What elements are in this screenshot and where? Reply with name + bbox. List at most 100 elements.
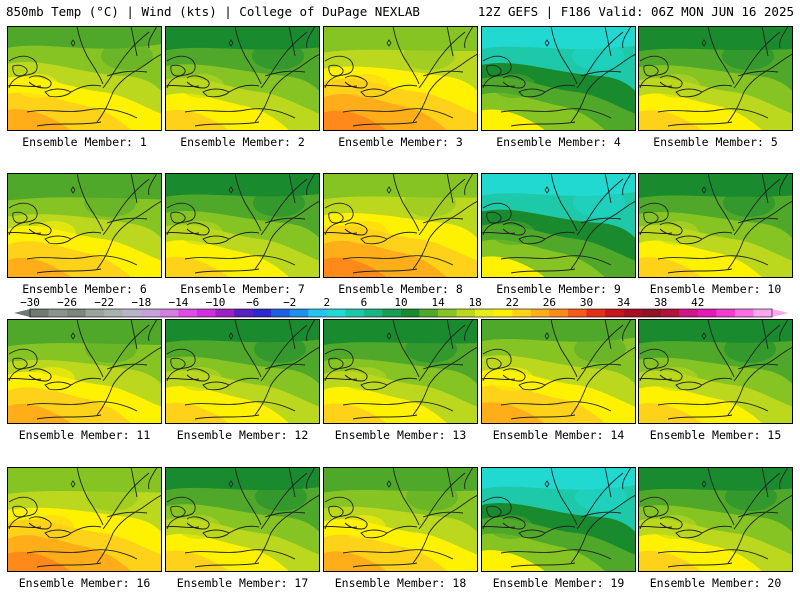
map-title: 850mb Temp (°C) | Wind (kts) | College o…: [6, 4, 420, 19]
colorbar-swatch: [438, 309, 457, 317]
colorbar-swatch: [345, 309, 365, 317]
colorbar-swatch: [456, 309, 476, 317]
member-label: Ensemble Member: 6: [22, 282, 147, 296]
ensemble-panel-5: [638, 26, 793, 131]
member-label: Ensemble Member: 20: [649, 576, 782, 590]
colorbar-swatch: [753, 309, 773, 317]
temperature-map: [481, 173, 636, 278]
colorbar-swatch: [326, 309, 346, 317]
colorbar-swatch: [308, 309, 328, 317]
colorbar-tick-label: 14: [431, 296, 445, 309]
temperature-map: [481, 319, 636, 424]
colorbar-swatch: [30, 309, 49, 317]
ensemble-panel-16: [7, 467, 162, 572]
colorbar-tick-label: 34: [617, 296, 631, 309]
member-label: Ensemble Member: 4: [496, 135, 621, 149]
colorbar-swatch: [679, 309, 699, 317]
temperature-map: [165, 26, 320, 131]
member-label: Ensemble Member: 2: [180, 135, 305, 149]
member-label: Ensemble Member: 15: [649, 428, 782, 442]
temperature-map: [165, 319, 320, 424]
colorbar-swatch: [141, 309, 161, 317]
colorbar-tick-label: −18: [131, 296, 151, 309]
colorbar-swatch: [530, 309, 550, 317]
colorbar-tick-label: −2: [283, 296, 296, 309]
colorbar-swatch: [586, 309, 606, 317]
ensemble-panel-8: [323, 173, 478, 278]
colorbar-tick-label: 38: [654, 296, 667, 309]
temperature-map: [165, 467, 320, 572]
ensemble-panel-3: [323, 26, 478, 131]
colorbar-tick-label: −14: [168, 296, 188, 309]
member-label: Ensemble Member: 19: [492, 576, 625, 590]
member-label: Ensemble Member: 7: [180, 282, 305, 296]
colorbar-swatch: [159, 309, 179, 317]
colorbar-swatch: [196, 309, 216, 317]
colorbar-swatch: [215, 309, 235, 317]
ensemble-panel-20: [638, 467, 793, 572]
member-label: Ensemble Member: 3: [338, 135, 463, 149]
colorbar-swatch: [512, 309, 532, 317]
colorbar-tick-label: 10: [394, 296, 407, 309]
colorbar-tick-label: −22: [94, 296, 114, 309]
temperature-map: [165, 173, 320, 278]
ensemble-panel-19: [481, 467, 636, 572]
temperature-map: [7, 467, 162, 572]
colorbar-tick-label: 18: [469, 296, 482, 309]
valid-time: 12Z GEFS | F186 Valid: 06Z MON JUN 16 20…: [477, 4, 794, 19]
colorbar-swatch: [419, 309, 439, 317]
temperature-map: [7, 173, 162, 278]
colorbar-tick-label: 2: [323, 296, 330, 309]
member-label: Ensemble Member: 14: [492, 428, 625, 442]
colorbar-swatch: [697, 309, 717, 317]
ensemble-panel-13: [323, 319, 478, 424]
ensemble-panel-7: [165, 173, 320, 278]
ensemble-panel-9: [481, 173, 636, 278]
colorbar-swatch: [85, 309, 105, 317]
temperature-map: [638, 467, 793, 572]
ensemble-panel-18: [323, 467, 478, 572]
member-label: Ensemble Member: 8: [338, 282, 463, 296]
colorbar-swatch: [567, 309, 587, 317]
colorbar-swatch: [605, 309, 624, 317]
member-label: Ensemble Member: 11: [18, 428, 151, 442]
ensemble-panel-6: [7, 173, 162, 278]
colorbar-tick-label: 22: [506, 296, 519, 309]
ensemble-panel-11: [7, 319, 162, 424]
member-label: Ensemble Member: 16: [18, 576, 151, 590]
member-label: Ensemble Member: 10: [649, 282, 782, 296]
member-label: Ensemble Member: 18: [334, 576, 467, 590]
colorbar-swatch: [104, 309, 124, 317]
colorbar-swatch: [549, 309, 569, 317]
ensemble-panel-17: [165, 467, 320, 572]
colorbar-swatch: [716, 309, 736, 317]
colorbar-swatch: [660, 309, 680, 317]
colorbar-swatch: [642, 309, 661, 317]
colorbar-swatch: [363, 309, 383, 317]
temperature-map: [323, 173, 478, 278]
member-label: Ensemble Member: 12: [176, 428, 309, 442]
colorbar-swatch: [271, 309, 290, 317]
temperature-map: [638, 173, 793, 278]
temperature-map: [323, 319, 478, 424]
colorbar-swatch: [67, 309, 86, 317]
temperature-map: [481, 26, 636, 131]
ensemble-panel-14: [481, 319, 636, 424]
colorbar-tick-label: 30: [580, 296, 593, 309]
member-label: Ensemble Member: 9: [496, 282, 621, 296]
colorbar-swatch: [234, 309, 253, 317]
member-label: Ensemble Member: 1: [22, 135, 147, 149]
colorbar-swatch: [178, 309, 198, 317]
colorbar-swatch: [122, 309, 142, 317]
member-label: Ensemble Member: 17: [176, 576, 309, 590]
ensemble-panel-1: [7, 26, 162, 131]
temperature-map: [7, 319, 162, 424]
colorbar-tick-label: −10: [206, 296, 226, 309]
temperature-map: [638, 26, 793, 131]
colorbar-swatch: [48, 309, 68, 317]
colorbar-swatch: [401, 309, 420, 317]
colorbar-tick-label: −6: [246, 296, 259, 309]
temperature-map: [7, 26, 162, 131]
ensemble-panel-2: [165, 26, 320, 131]
temperature-map: [323, 26, 478, 131]
